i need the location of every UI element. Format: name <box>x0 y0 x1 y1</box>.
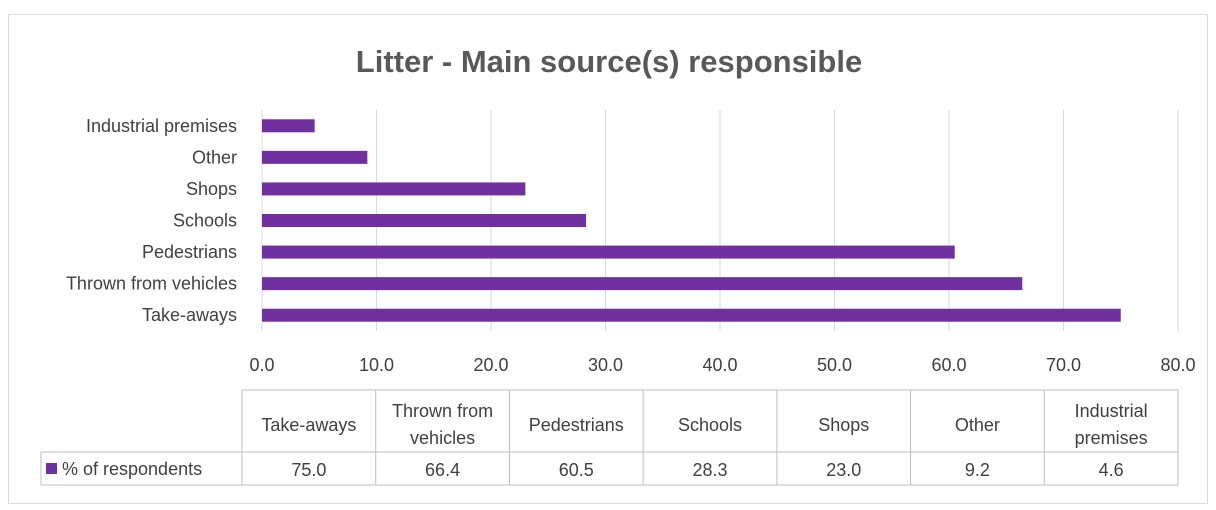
x-tick-label: 70.0 <box>1046 355 1081 375</box>
chart-frame: Litter - Main source(s) responsible Take… <box>8 14 1208 504</box>
gridlines <box>261 110 1179 331</box>
table-header-label: Schools <box>678 415 742 435</box>
category-label: Pedestrians <box>142 242 237 262</box>
bar <box>262 150 368 164</box>
table-header-label: Take-aways <box>261 415 356 435</box>
bar <box>262 214 587 227</box>
table-value: 9.2 <box>965 460 990 480</box>
bar <box>262 277 1023 291</box>
x-tick-label: 0.0 <box>249 355 274 375</box>
table-header-label: vehicles <box>410 428 475 448</box>
category-label: Shops <box>186 179 237 199</box>
bar <box>262 119 315 133</box>
legend-label: % of respondents <box>62 459 202 479</box>
table-value: 60.5 <box>559 460 594 480</box>
x-tick-label: 40.0 <box>702 355 737 375</box>
x-tick-label: 20.0 <box>473 355 508 375</box>
bar <box>262 308 1121 322</box>
bar <box>262 245 955 259</box>
category-label: Take-aways <box>142 305 237 325</box>
table-value: 28.3 <box>692 460 727 480</box>
category-label: Other <box>192 147 237 167</box>
bars <box>262 119 1121 322</box>
x-tick-label: 30.0 <box>588 355 623 375</box>
litter-bar-chart: Litter - Main source(s) responsible Take… <box>40 44 1196 486</box>
table-value: 23.0 <box>826 460 861 480</box>
chart-title: Litter - Main source(s) responsible <box>356 44 862 79</box>
table-value: 4.6 <box>1099 460 1124 480</box>
x-tick-label: 80.0 <box>1160 355 1195 375</box>
table-header-label: Other <box>955 415 1000 435</box>
table-header-label: Pedestrians <box>529 415 624 435</box>
category-labels: Take-aways Thrown from vehicles Pedestrian… <box>66 116 237 325</box>
x-tick-label: 60.0 <box>931 355 966 375</box>
x-tick-label: 10.0 <box>359 355 394 375</box>
bar <box>262 182 526 196</box>
table-header-label: Thrown from <box>392 401 493 421</box>
table-value: 66.4 <box>425 460 460 480</box>
table-value: 75.0 <box>291 460 326 480</box>
data-table: Take-aways Thrown from vehicles Pedestrians… <box>40 389 1179 486</box>
legend-swatch <box>46 463 57 474</box>
category-label: Industrial premises <box>86 116 237 136</box>
category-label: Thrown from vehicles <box>66 274 237 294</box>
table-header-label: Shops <box>818 415 869 435</box>
x-tick-label: 50.0 <box>817 355 852 375</box>
x-tick-labels: 0.0 10.0 20.0 30.0 40.0 50.0 60.0 70.0 80.0 <box>249 355 1195 375</box>
table-header-label: Industrial <box>1075 401 1148 421</box>
category-label: Schools <box>173 211 237 231</box>
table-header-label: premises <box>1075 428 1148 448</box>
